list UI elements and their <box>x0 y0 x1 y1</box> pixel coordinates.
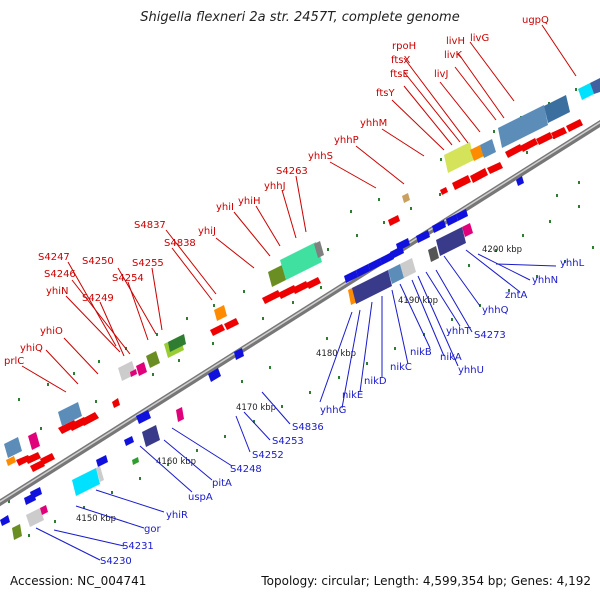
gene-label: S4254 <box>112 273 144 284</box>
gene-label: yhhM <box>360 118 387 129</box>
gene-label: yhhP <box>334 135 359 146</box>
gene-label: ftsX <box>391 55 410 66</box>
gene-label: nikC <box>390 362 412 373</box>
gene-label: pitA <box>212 478 232 489</box>
scale-tick-label: 4150 kbp <box>76 514 116 524</box>
gene-label: yhhJ <box>264 181 286 192</box>
gene-label: nikB <box>410 347 432 358</box>
scale-tick-label: 4170 kbp <box>236 403 276 413</box>
scale-tick-label: 4160 kbp <box>156 457 196 467</box>
gene-label: yhiH <box>238 196 261 207</box>
gene-label: S4253 <box>272 436 304 447</box>
gene-label: S4255 <box>132 258 164 269</box>
gene-label: S4230 <box>100 556 132 567</box>
gene-label: yhhU <box>458 365 484 376</box>
gene-label: S4263 <box>276 166 308 177</box>
scale-tick-label: 4180 kbp <box>316 349 356 359</box>
gene-label: S4231 <box>122 541 154 552</box>
gene-label: livH <box>446 36 465 47</box>
accession-text: Accession: NC_004741 <box>10 574 147 588</box>
gene-label: yhiJ <box>198 226 216 237</box>
gene-label: gor <box>144 524 161 535</box>
genome-backbone <box>0 119 600 507</box>
scale-tick-label: 4190 kbp <box>398 296 438 306</box>
gene-label: S4838 <box>164 238 196 249</box>
gene-label: yhiI <box>216 202 234 213</box>
reverse-genes <box>0 176 524 526</box>
gene-label: ftsE <box>390 69 409 80</box>
gene-label: rpoH <box>392 41 416 52</box>
feature-blocks <box>4 78 600 540</box>
map-title: Shigella flexneri 2a str. 2457T, complet… <box>140 10 460 25</box>
gene-label: yhhS <box>308 151 333 162</box>
gene-label: S4250 <box>82 256 114 267</box>
gene-label: livJ <box>434 69 448 80</box>
gene-label: yhhT <box>446 326 472 337</box>
gene-label: ftsY <box>376 88 395 99</box>
gene-label: uspA <box>188 492 213 503</box>
bottom-gene-labels: yhhL yhhN zntA yhhQ S4273 yhhT yhhU nikA… <box>100 258 585 567</box>
gene-label: S4837 <box>134 220 166 231</box>
gene-label: nikD <box>364 376 387 387</box>
gene-label: nikA <box>440 352 462 363</box>
gene-label: S4836 <box>292 422 324 433</box>
gene-label: S4246 <box>44 269 76 280</box>
gene-label: prlC <box>4 356 24 367</box>
top-gene-labels: ugpQ livG livH livK rpoH ftsX ftsE livJ … <box>4 15 549 367</box>
gene-label: S4247 <box>38 252 70 263</box>
gene-label: S4252 <box>252 450 284 461</box>
gene-label: livK <box>444 50 462 61</box>
gene-label: yhiQ <box>20 343 43 354</box>
forward-genes <box>16 119 583 472</box>
genome-summary-text: Topology: circular; Length: 4,599,354 bp… <box>261 574 591 588</box>
gene-label: yhhN <box>532 275 558 286</box>
gene-label: yhiN <box>46 286 69 297</box>
gene-label: yhhL <box>560 258 585 269</box>
gene-label: S4273 <box>474 330 506 341</box>
gene-label: yhhQ <box>482 305 509 316</box>
top-leader-lines <box>21 24 577 393</box>
gene-label: livG <box>470 33 489 44</box>
gene-label: yhhG <box>320 405 346 416</box>
gene-label: yhiO <box>40 326 63 337</box>
scale-ticks: 4150 kbp 4160 kbp 4170 kbp 4180 kbp 4190… <box>76 245 522 524</box>
gene-label: nikE <box>342 390 363 401</box>
gene-label: ugpQ <box>522 15 549 26</box>
gene-label: S4248 <box>230 464 262 475</box>
bottom-leader-lines <box>35 249 557 561</box>
gene-label: zntA <box>505 290 528 301</box>
scale-tick-label: 4200 kbp <box>482 245 522 255</box>
gene-label: yhiR <box>166 510 188 521</box>
gene-label: S4249 <box>82 293 114 304</box>
